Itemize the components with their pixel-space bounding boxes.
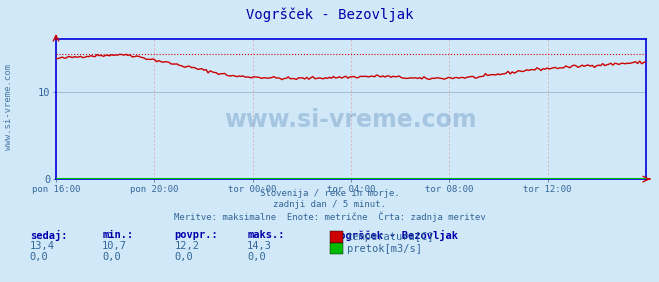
Text: www.si-vreme.com: www.si-vreme.com <box>4 64 13 150</box>
Text: 0,0: 0,0 <box>247 252 266 262</box>
Text: Vogršček - Bezovljak: Vogršček - Bezovljak <box>333 230 458 241</box>
Text: maks.:: maks.: <box>247 230 285 240</box>
Text: 14,3: 14,3 <box>247 241 272 251</box>
Text: 12,2: 12,2 <box>175 241 200 251</box>
Text: 10,7: 10,7 <box>102 241 127 251</box>
Text: 0,0: 0,0 <box>102 252 121 262</box>
Text: www.si-vreme.com: www.si-vreme.com <box>225 109 477 133</box>
Text: 13,4: 13,4 <box>30 241 55 251</box>
Text: 0,0: 0,0 <box>30 252 48 262</box>
Text: Meritve: maksimalne  Enote: metrične  Črta: zadnja meritev: Meritve: maksimalne Enote: metrične Črta… <box>173 212 486 222</box>
Text: min.:: min.: <box>102 230 133 240</box>
Text: zadnji dan / 5 minut.: zadnji dan / 5 minut. <box>273 200 386 209</box>
Text: 0,0: 0,0 <box>175 252 193 262</box>
Text: povpr.:: povpr.: <box>175 230 218 240</box>
Text: sedaj:: sedaj: <box>30 230 67 241</box>
Text: temperatura[C]: temperatura[C] <box>347 232 434 243</box>
Text: pretok[m3/s]: pretok[m3/s] <box>347 244 422 254</box>
Text: Slovenija / reke in morje.: Slovenija / reke in morje. <box>260 189 399 198</box>
Text: Vogršček - Bezovljak: Vogršček - Bezovljak <box>246 7 413 21</box>
